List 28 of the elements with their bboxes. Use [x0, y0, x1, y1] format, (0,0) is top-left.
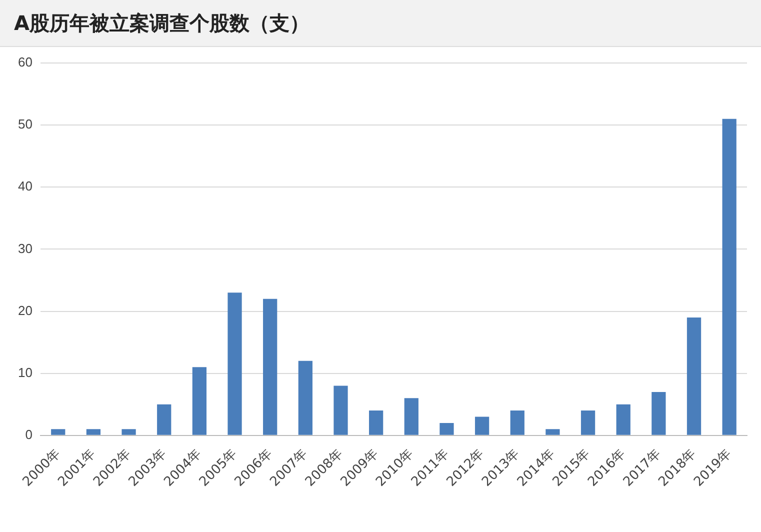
bar: [369, 410, 384, 435]
y-tick-label: 50: [18, 116, 32, 132]
bar: [192, 367, 206, 435]
y-tick-label: 40: [18, 178, 32, 194]
bar: [616, 404, 630, 435]
bar: [157, 404, 172, 435]
bar: [652, 392, 666, 435]
bar: [722, 118, 736, 435]
y-tick-label: 0: [25, 426, 32, 442]
y-tick-label: 60: [18, 54, 32, 70]
bar: [686, 317, 702, 435]
bar: [510, 410, 524, 435]
bar: [580, 410, 596, 435]
bar: [263, 298, 278, 435]
bar: [474, 416, 490, 435]
chart-title: A股历年被立案调查个股数（支）: [0, 0, 761, 47]
y-tick-label: 20: [18, 302, 32, 318]
bar: [298, 360, 312, 435]
bar: [404, 398, 418, 435]
bar: [440, 422, 454, 435]
y-tick-label: 10: [18, 364, 32, 380]
bar: [228, 292, 242, 435]
bar: [334, 386, 348, 435]
bar: [86, 429, 101, 435]
bar: [546, 429, 560, 435]
y-tick-label: 30: [18, 240, 32, 256]
bar: [51, 429, 66, 435]
bar: [122, 429, 136, 435]
